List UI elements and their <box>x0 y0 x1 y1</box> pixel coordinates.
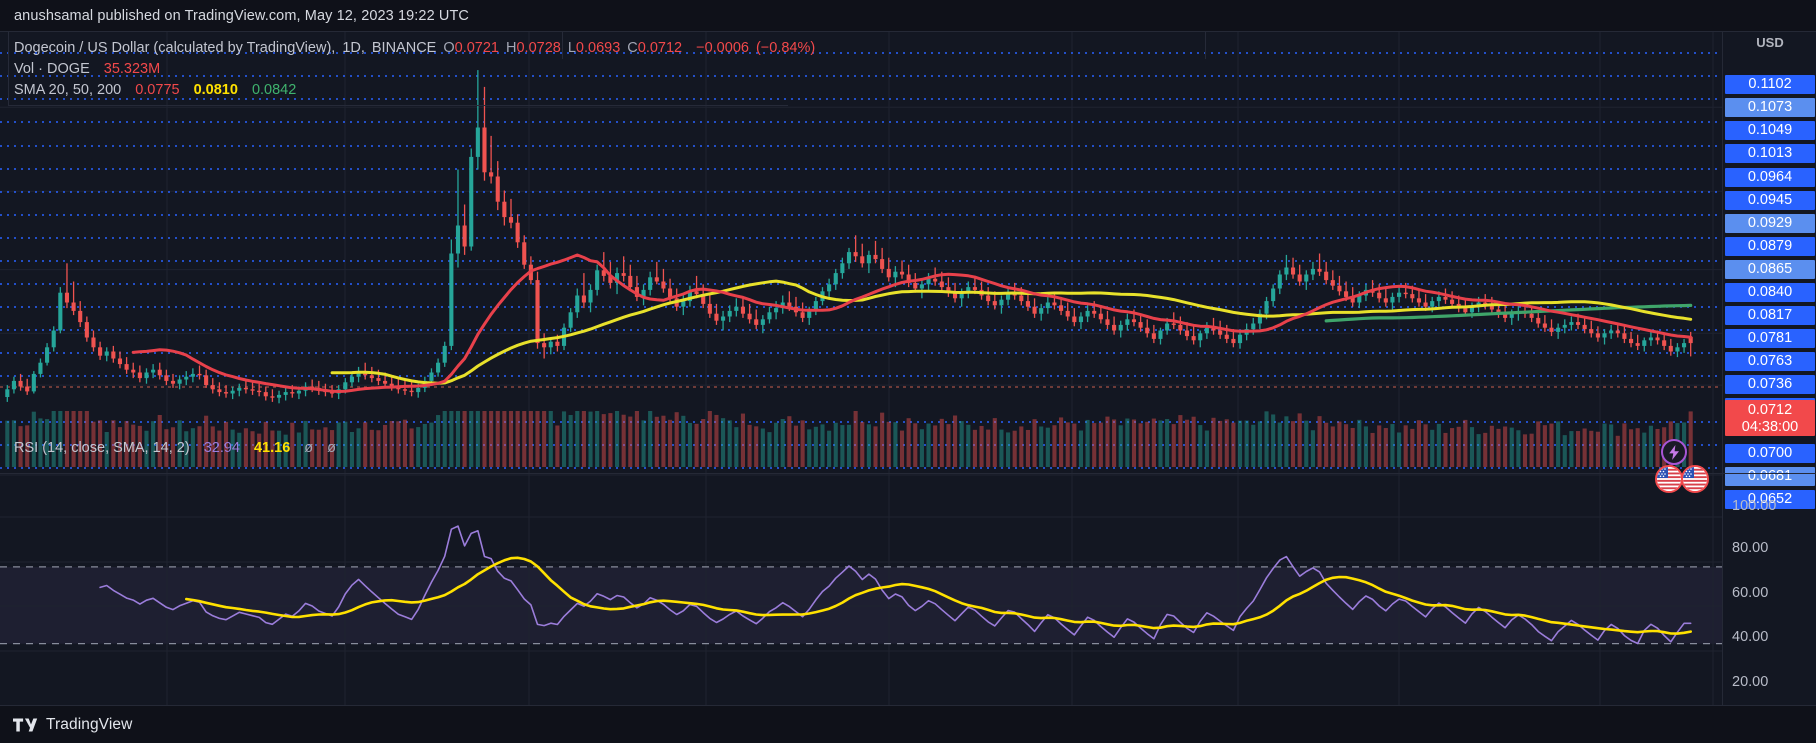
price-alert-tick[interactable]: 0.0652 <box>1725 490 1815 509</box>
price-alert-tick[interactable]: 0.0945 <box>1725 191 1815 210</box>
publish-strip: anushsamal published on TradingView.com,… <box>0 0 1816 31</box>
rsi-scale-tick: 80.00 <box>1732 540 1769 556</box>
price-scale-column[interactable]: USD 0.1102 0.1073 0.1049 0.1013 0.0964 0.0945… <box>1722 32 1816 706</box>
price-alert-tick[interactable]: 0.0964 <box>1725 168 1815 187</box>
bar-countdown: 04:38:00 <box>1741 419 1799 435</box>
chart-stage[interactable]: Dogecoin / US Dollar (calculated by Trad… <box>0 31 1816 743</box>
price-chart-canvas <box>0 32 1722 473</box>
currency-unit-label: USD <box>1756 35 1784 50</box>
price-alert-tick[interactable]: 0.0865 <box>1725 260 1815 279</box>
current-price-value: 0.0712 <box>1747 402 1793 418</box>
price-alert-tick[interactable]: 0.0879 <box>1725 237 1815 256</box>
branding-bar: TradingView <box>0 705 1816 743</box>
price-scale[interactable]: 0.1102 0.1073 0.1049 0.1013 0.0964 0.0945 0.09… <box>1723 32 1816 509</box>
rsi-scale-tick: 60.00 <box>1732 585 1769 601</box>
rsi-scale-tick: 100.00 <box>1732 498 1777 514</box>
legend-divider-2 <box>1205 32 1206 59</box>
price-alert-tick[interactable]: 0.0700 <box>1725 444 1815 463</box>
current-price-badge[interactable]: 0.0712 04:38:00 <box>1725 400 1815 436</box>
lightning-bolt-icon[interactable] <box>1661 439 1687 465</box>
brand-name-label: TradingView <box>46 715 133 733</box>
price-alert-tick[interactable]: 0.1102 <box>1725 75 1815 94</box>
legend-frame <box>8 32 788 106</box>
us-flag-glyph <box>1657 467 1681 491</box>
us-flag-icon[interactable] <box>1681 465 1709 493</box>
price-alert-tick[interactable]: 0.1013 <box>1725 144 1815 163</box>
price-alert-tick[interactable]: 0.0929 <box>1725 214 1815 233</box>
publish-credit-text: anushsamal published on TradingView.com,… <box>14 7 469 24</box>
rsi-chart-canvas <box>0 474 1722 705</box>
price-alert-tick[interactable]: 0.0840 <box>1725 283 1815 302</box>
us-flag-icon[interactable] <box>1655 465 1683 493</box>
rsi-pane[interactable] <box>0 473 1722 705</box>
rsi-scale[interactable]: 100.00 80.00 60.00 40.00 20.00 <box>1723 473 1816 705</box>
lightning-bolt-glyph <box>1668 444 1679 460</box>
price-alert-tick[interactable]: 0.0736 <box>1725 375 1815 394</box>
tradingview-logo-icon <box>13 718 38 731</box>
price-alert-tick[interactable]: 0.0781 <box>1725 329 1815 348</box>
rsi-scale-tick: 40.00 <box>1732 629 1769 645</box>
price-alert-tick[interactable]: 0.0817 <box>1725 306 1815 325</box>
price-alert-tick[interactable]: 0.0681 <box>1725 467 1815 486</box>
price-alert-tick[interactable]: 0.0763 <box>1725 352 1815 371</box>
price-alert-tick[interactable]: 0.1073 <box>1725 98 1815 117</box>
rsi-scale-tick: 20.00 <box>1732 674 1769 690</box>
price-alert-tick[interactable]: 0.1049 <box>1725 121 1815 140</box>
legend-divider-1 <box>562 32 563 59</box>
us-flag-glyph <box>1683 467 1707 491</box>
tradingview-brand[interactable]: TradingView <box>13 716 132 734</box>
